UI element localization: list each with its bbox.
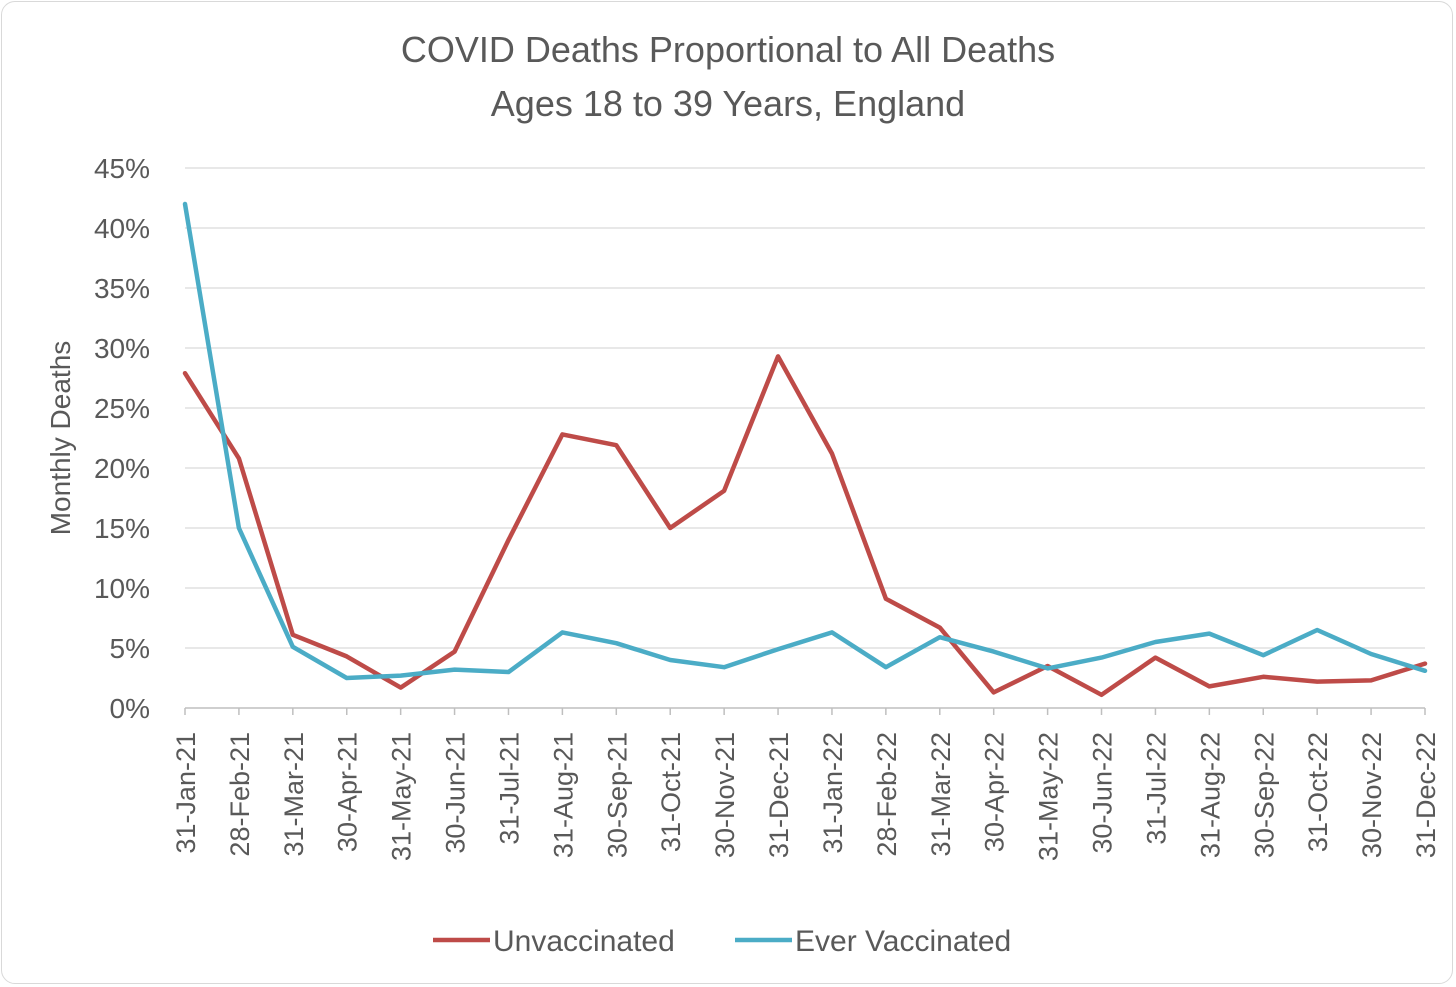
- y-tick-label: 40%: [94, 213, 150, 244]
- x-tick-label: 30-Nov-22: [1357, 732, 1387, 858]
- legend-label: Unvaccinated: [493, 925, 675, 958]
- y-tick-label: 45%: [94, 153, 150, 184]
- x-tick-label: 31-Dec-21: [764, 732, 794, 858]
- y-tick-label: 25%: [94, 393, 150, 424]
- chart-subtitle: Ages 18 to 39 Years, England: [491, 83, 965, 124]
- x-tick-label: 30-Nov-21: [710, 732, 740, 858]
- x-tick-label: 31-Oct-21: [656, 732, 686, 852]
- y-tick-label: 0%: [110, 693, 150, 724]
- x-tick-label: 31-Oct-22: [1303, 732, 1333, 852]
- y-tick-label: 20%: [94, 453, 150, 484]
- series-line-ever-vaccinated: [182, 201, 1428, 681]
- series-lines: [182, 201, 1428, 698]
- y-tick-label: 35%: [94, 273, 150, 304]
- x-tick-label: 31-Jul-21: [494, 732, 524, 845]
- x-tick-label: 31-Jul-22: [1141, 732, 1171, 845]
- x-tick-label: 31-May-21: [387, 732, 417, 861]
- y-tick-label: 10%: [94, 573, 150, 604]
- y-axis-label: Monthly Deaths: [45, 341, 76, 536]
- x-tick-label: 30-Jun-21: [441, 732, 471, 854]
- legend: Unvaccinated Ever Vaccinated: [433, 925, 1011, 958]
- x-tick-label: 30-Sep-21: [602, 732, 632, 858]
- x-tick-label: 31-May-22: [1034, 732, 1064, 861]
- legend-label: Ever Vaccinated: [795, 925, 1011, 958]
- x-tick-label: 28-Feb-21: [225, 732, 255, 857]
- gridlines: [185, 167, 1425, 649]
- x-tick-label: 31-Mar-22: [926, 732, 956, 857]
- x-tick-label: 31-Jan-22: [818, 732, 848, 854]
- x-tick-label: 31-Mar-21: [279, 732, 309, 857]
- chart-title: COVID Deaths Proportional to All Deaths: [401, 29, 1055, 70]
- y-tick-label: 5%: [110, 633, 150, 664]
- x-tick-label: 28-Feb-22: [872, 732, 902, 857]
- x-tick-label: 30-Apr-21: [333, 732, 363, 852]
- x-tick-label: 31-Aug-21: [548, 732, 578, 858]
- series-line-unvaccinated: [182, 354, 1428, 698]
- x-tick-label: 31-Jan-21: [171, 732, 201, 854]
- x-tick-label: 30-Sep-22: [1249, 732, 1279, 858]
- x-tick-label: 30-Jun-22: [1088, 732, 1118, 854]
- x-axis: [184, 707, 1426, 715]
- x-tick-label: 31-Dec-22: [1411, 732, 1441, 858]
- y-tick-labels: 0% 5% 10% 15% 20% 25% 30% 35% 40% 45%: [94, 153, 150, 724]
- x-tick-label: 30-Apr-22: [980, 732, 1010, 852]
- x-tick-label: 31-Aug-22: [1195, 732, 1225, 858]
- y-tick-label: 30%: [94, 333, 150, 364]
- x-tick-labels: 31-Jan-21 28-Feb-21 31-Mar-21 30-Apr-21 31-M…: [171, 732, 1441, 861]
- y-tick-label: 15%: [94, 513, 150, 544]
